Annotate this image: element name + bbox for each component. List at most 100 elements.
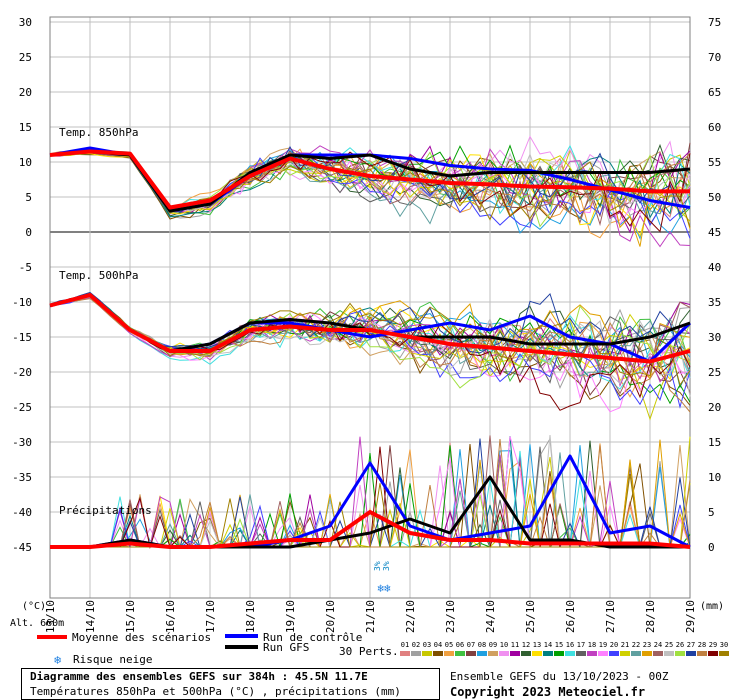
right-tick-label: 35	[708, 296, 721, 309]
panel-labels: Temp. 850hPa Temp. 500hPa Précipitations 3%…	[59, 126, 391, 595]
left-tick-label: -25	[12, 401, 32, 414]
x-tick-label: 21/10	[364, 600, 377, 633]
right-tick-label: 15	[708, 436, 721, 449]
left-tick-label: 10	[19, 156, 32, 169]
footer-copyright: Copyright 2023 Meteociel.fr	[450, 685, 646, 699]
right-tick-label: 40	[708, 261, 721, 274]
member-swatch	[466, 651, 476, 656]
left-tick-label: -35	[12, 471, 32, 484]
member-swatch	[554, 651, 564, 656]
panel-label-850hpa: Temp. 850hPa	[59, 126, 138, 139]
legend-control-label: Run de contrôle	[263, 631, 362, 644]
member-number-label: 25	[665, 641, 673, 649]
x-tick-label: 20/10	[324, 600, 337, 633]
chart-legend: Alt. 660m Moyenne des scénarios Run de con…	[10, 618, 729, 667]
legend-perts-label: 30 Perts.	[339, 645, 399, 658]
x-tick-label: 14/10	[84, 600, 97, 633]
member-number-label: 14	[544, 641, 552, 649]
member-swatch	[411, 651, 421, 656]
member-number-label: 11	[511, 641, 519, 649]
member-swatch	[444, 651, 454, 656]
left-tick-label: 15	[19, 121, 32, 134]
left-tick-label: -20	[12, 366, 32, 379]
mean-precip-line	[50, 510, 691, 549]
x-tick-label: 16/10	[164, 600, 177, 633]
x-tick-label: 22/10	[404, 600, 417, 633]
left-tick-label: 0	[25, 226, 32, 239]
snow-risk-label: 3%	[373, 561, 382, 571]
member-number-label: 22	[632, 641, 640, 649]
left-tick-label: -5	[19, 261, 32, 274]
mean-500hpa-line	[49, 293, 691, 364]
altitude-label: Alt. 660m	[10, 618, 64, 629]
x-tick-label: 19/10	[284, 600, 297, 633]
x-tick-label: 25/10	[524, 600, 537, 633]
member-number-label: 26	[676, 641, 684, 649]
member-swatch	[532, 651, 542, 656]
member-swatch	[675, 651, 685, 656]
pert-18-500hpa-line	[49, 297, 691, 388]
member-swatch	[455, 651, 465, 656]
member-swatch	[653, 651, 663, 656]
member-swatch	[477, 651, 487, 656]
member-swatch	[708, 651, 718, 656]
right-unit-label: (mm)	[700, 601, 724, 612]
left-tick-label: -15	[12, 331, 32, 344]
x-tick-label: 13/10	[44, 600, 57, 633]
left-tick-label: 20	[19, 86, 32, 99]
left-tick-label: 25	[19, 51, 32, 64]
left-tick-label: 5	[25, 191, 32, 204]
member-swatch	[400, 651, 410, 656]
member-swatch	[642, 651, 652, 656]
right-tick-label: 10	[708, 471, 721, 484]
member-number-label: 09	[489, 641, 497, 649]
member-number-label: 05	[445, 641, 453, 649]
footer-title: Diagramme des ensembles GEFS sur 384h : …	[30, 670, 368, 683]
right-tick-label: 45	[708, 226, 721, 239]
member-number-label: 19	[599, 641, 607, 649]
member-swatch	[598, 651, 608, 656]
panel-label-precip: Précipitations	[59, 504, 152, 517]
legend-snow-label: Risque neige	[73, 653, 152, 666]
legend-gfs-label: Run GFS	[263, 641, 309, 654]
member-number-label: 21	[621, 641, 629, 649]
member-number-label: 10	[500, 641, 508, 649]
member-swatch	[587, 651, 597, 656]
panel-label-500hpa: Temp. 500hPa	[59, 269, 138, 282]
member-number-label: 12	[522, 641, 530, 649]
x-tick-label: 27/10	[604, 600, 617, 633]
member-swatch	[664, 651, 674, 656]
member-swatch	[422, 651, 432, 656]
member-swatch	[697, 651, 707, 656]
member-number-label: 08	[478, 641, 486, 649]
x-tick-label: 17/10	[204, 600, 217, 633]
member-number-label: 01	[401, 641, 409, 649]
member-swatch	[499, 651, 509, 656]
member-swatch	[433, 651, 443, 656]
member-number-label: 17	[577, 641, 585, 649]
member-swatch	[521, 651, 531, 656]
right-tick-label: 75	[708, 16, 721, 29]
left-unit-label: (°C)	[22, 601, 46, 612]
member-number-label: 28	[698, 641, 706, 649]
legend-snow-icon: ❄	[54, 653, 61, 667]
member-number-label: 13	[533, 641, 541, 649]
right-tick-label: 50	[708, 191, 721, 204]
member-swatch	[488, 651, 498, 656]
right-tick-label: 5	[708, 506, 715, 519]
member-swatch	[620, 651, 630, 656]
left-tick-label: -10	[12, 296, 32, 309]
footer-title-box: Diagramme des ensembles GEFS sur 384h : …	[21, 668, 440, 700]
x-tick-label: 18/10	[244, 600, 257, 633]
member-swatch	[631, 651, 641, 656]
member-number-label: 30	[720, 641, 728, 649]
x-tick-label: 29/10	[684, 600, 697, 633]
member-number-label: 27	[687, 641, 695, 649]
x-tick-label: 15/10	[124, 600, 137, 633]
member-number-label: 02	[412, 641, 420, 649]
pert-16-500hpa-line	[49, 295, 691, 390]
member-swatch	[565, 651, 575, 656]
footer-run: Ensemble GEFS du 13/10/2023 - 00Z	[450, 670, 669, 683]
legend-mean-label: Moyenne des scénarios	[72, 631, 211, 644]
